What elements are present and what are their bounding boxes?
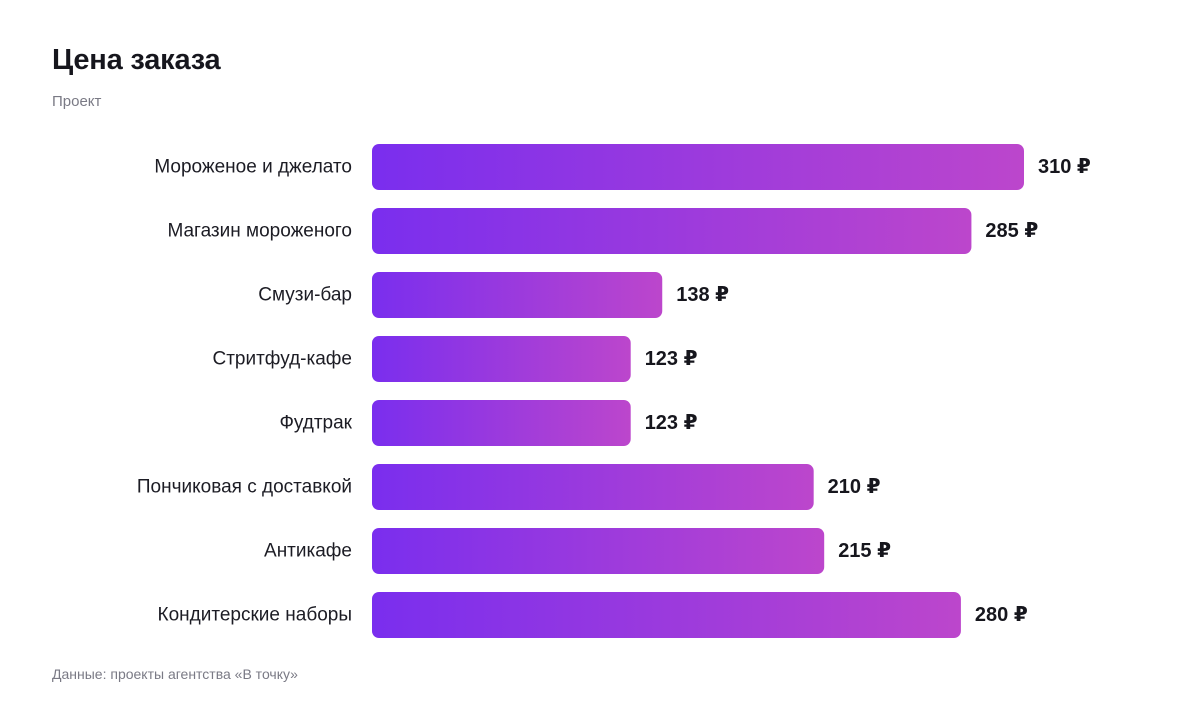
value-label: 138 ₽: [676, 284, 729, 306]
category-label: Смузи-бар: [258, 285, 352, 306]
category-label: Кондитерские наборы: [158, 605, 352, 626]
source-note: Данные: проекты агентства «В точку»: [52, 666, 298, 682]
chart-title: Цена заказа: [52, 44, 221, 76]
value-label: 285 ₽: [985, 220, 1038, 242]
category-label: Магазин мороженого: [167, 221, 352, 242]
value-label: 280 ₽: [975, 604, 1028, 626]
bar: [372, 464, 814, 510]
value-label: 215 ₽: [838, 540, 891, 562]
value-label: 123 ₽: [645, 348, 698, 370]
bars-group: Мороженое и джелато 310 ₽ Магазин морожено…: [137, 144, 1091, 638]
category-label: Антикафе: [264, 541, 352, 562]
bar: [372, 400, 631, 446]
bar: [372, 336, 631, 382]
bar: [372, 272, 663, 318]
bar: [372, 528, 825, 574]
value-label: 123 ₽: [645, 412, 698, 434]
bar: [372, 208, 972, 254]
bar: [372, 144, 1024, 190]
category-label: Пончиковая с доставкой: [137, 477, 352, 498]
category-label: Фудтрак: [279, 413, 352, 434]
value-label: 310 ₽: [1038, 156, 1091, 178]
category-label: Стритфуд-кафе: [212, 349, 352, 370]
category-label: Мороженое и джелато: [154, 157, 352, 178]
chart-subtitle: Проект: [52, 93, 102, 110]
value-label: 210 ₽: [828, 476, 881, 498]
bar: [372, 592, 961, 638]
